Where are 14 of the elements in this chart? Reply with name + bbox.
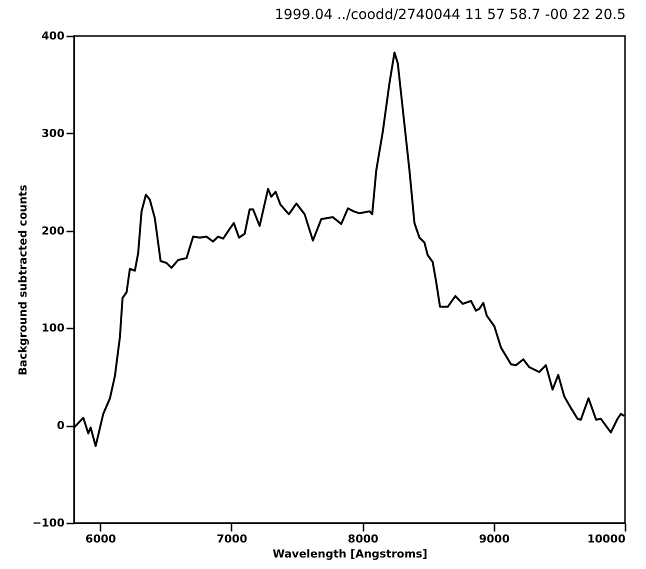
y-tick-label: 100: [42, 322, 65, 335]
x-tick-label: 8000: [348, 532, 379, 546]
chart-title: 1999.04 ../coodd/2740044 11 57 58.7 -00 22 20.5: [274, 7, 626, 23]
y-tick-label: 300: [42, 126, 65, 140]
y-tick-label: −100: [32, 516, 65, 530]
y-tick-label: 200: [42, 224, 65, 238]
y-axis-title: Background subtracted counts: [16, 184, 30, 376]
y-tick-label: 0: [56, 419, 65, 432]
y-tick-label: 400: [42, 30, 65, 42]
x-tick-label: 10000: [587, 532, 626, 546]
x-tick-label: 9000: [478, 532, 510, 546]
x-axis-title: Wavelength [Angstroms]: [272, 548, 428, 560]
x-tick-label: 7000: [216, 532, 248, 546]
x-tick-label: 6000: [85, 532, 116, 546]
